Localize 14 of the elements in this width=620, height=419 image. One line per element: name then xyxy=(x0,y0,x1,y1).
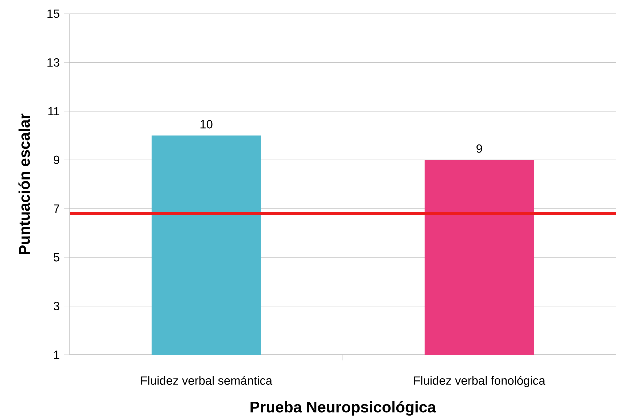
y-tick-label: 11 xyxy=(48,107,60,116)
x-tick-label: Fluidez verbal semántica xyxy=(141,376,273,386)
y-tick-label: 3 xyxy=(54,302,60,311)
y-axis-title: Puntuación escalar xyxy=(18,114,30,254)
data-label: 9 xyxy=(476,144,482,154)
x-axis-title: Prueba Neuropsicológica xyxy=(250,401,436,416)
y-tick-label: 1 xyxy=(54,350,60,360)
x-tick-label: Fluidez verbal fonológica xyxy=(414,376,546,388)
data-label: 10 xyxy=(200,120,213,129)
y-tick-label: 15 xyxy=(48,10,60,18)
y-tick-label: 13 xyxy=(48,58,60,67)
y-tick-label: 7 xyxy=(54,204,60,213)
y-tick-label: 5 xyxy=(54,253,60,262)
y-tick-label: 9 xyxy=(54,156,60,164)
